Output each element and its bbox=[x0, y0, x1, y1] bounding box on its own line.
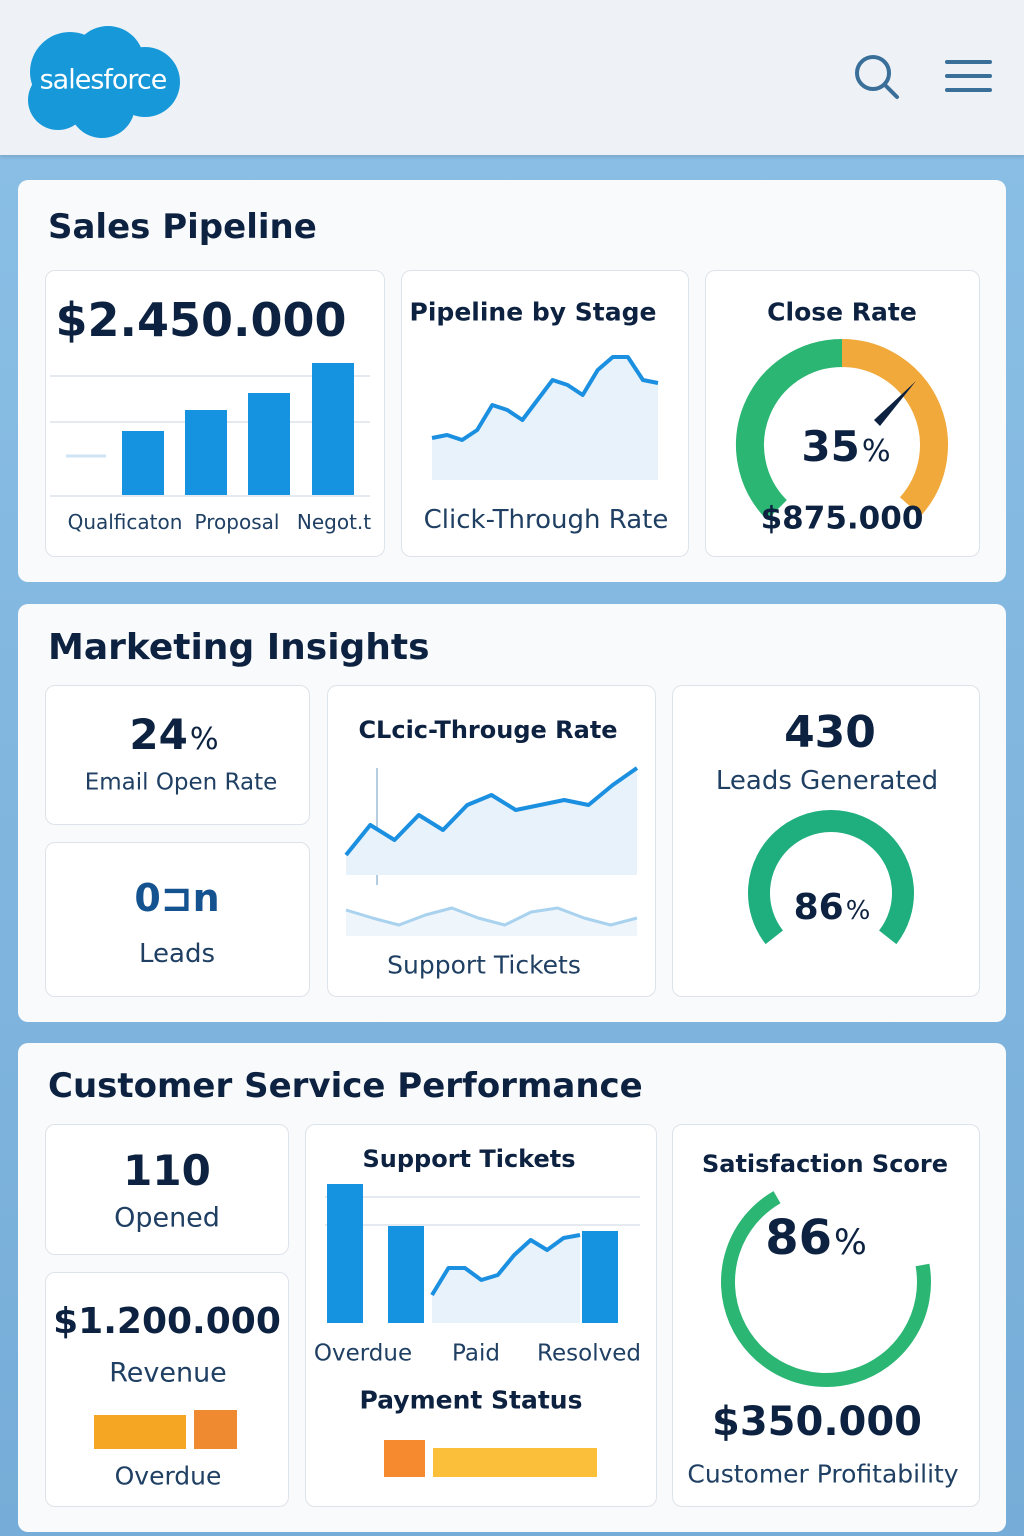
card bbox=[45, 1272, 289, 1507]
card bbox=[45, 1124, 289, 1255]
label: Opened bbox=[114, 1202, 220, 1234]
label: Email Open Rate bbox=[84, 769, 278, 796]
rate-unit: % bbox=[833, 1223, 867, 1263]
section-title: Marketing Insights bbox=[48, 627, 430, 668]
rate-value: 24 bbox=[129, 710, 188, 759]
label: Revenue bbox=[109, 1357, 227, 1389]
card bbox=[45, 842, 310, 997]
value: 0⊐n bbox=[134, 876, 220, 920]
card-title: Pipeline by Stage bbox=[409, 297, 657, 327]
logo-text: salesforce bbox=[39, 64, 168, 96]
card bbox=[672, 1124, 980, 1507]
caption: Click-Through Rate bbox=[423, 505, 669, 535]
bar-label: Overdue bbox=[313, 1340, 413, 1367]
bar-label: Resolved bbox=[537, 1340, 641, 1367]
bar-label: Qualficaton bbox=[67, 510, 183, 534]
rate-unit: % bbox=[845, 896, 871, 926]
section-title: Customer Service Performance bbox=[48, 1066, 643, 1106]
rate-unit: % bbox=[189, 722, 219, 757]
card bbox=[45, 685, 310, 825]
card-title: Support Tickets bbox=[362, 1145, 576, 1173]
amount: $2.450.000 bbox=[55, 293, 347, 347]
caption: Support Tickets bbox=[387, 950, 581, 980]
bar-label: Negot.t bbox=[296, 510, 372, 534]
card-title: Satisfaction Score bbox=[701, 1150, 949, 1178]
caption: Overdue bbox=[114, 1461, 222, 1491]
section-title: Sales Pipeline bbox=[48, 207, 317, 247]
amount: $1.200.000 bbox=[53, 1301, 281, 1342]
amount: $875.000 bbox=[760, 500, 924, 537]
card-title: Close Rate bbox=[767, 297, 917, 327]
label: Leads bbox=[138, 939, 216, 969]
value: 110 bbox=[123, 1146, 211, 1195]
card bbox=[305, 1124, 657, 1507]
rate: 86% bbox=[794, 890, 871, 926]
rate: 24% bbox=[129, 714, 218, 756]
rate: 86% bbox=[765, 1214, 867, 1262]
amount: $350.000 bbox=[711, 1399, 923, 1445]
bar-label: Paid bbox=[452, 1340, 500, 1367]
bar-label: Proposal bbox=[194, 510, 280, 534]
rate-unit: % bbox=[861, 434, 891, 469]
value: 430 bbox=[784, 707, 876, 758]
label: Leads Generated bbox=[715, 766, 939, 796]
label: Customer Profitability bbox=[687, 1459, 959, 1489]
rate-value: 86 bbox=[765, 1210, 832, 1266]
rate-value: 86 bbox=[793, 887, 844, 928]
card-title: CLcic-Througe Rate bbox=[358, 716, 618, 744]
subtitle: Payment Status bbox=[359, 1385, 583, 1415]
rate-value: 35 bbox=[801, 422, 860, 471]
rate: 35% bbox=[801, 426, 890, 468]
